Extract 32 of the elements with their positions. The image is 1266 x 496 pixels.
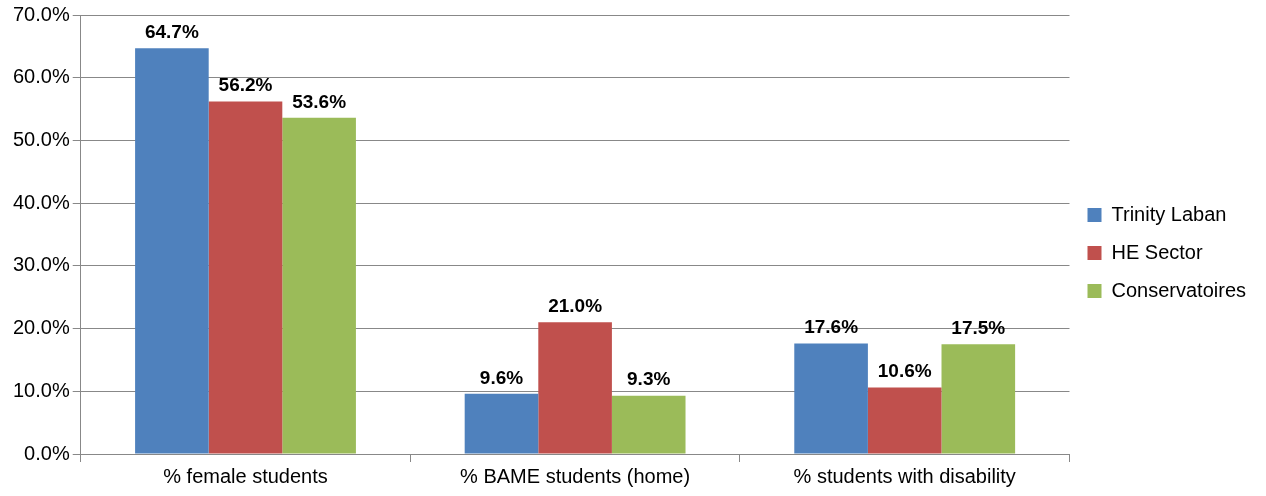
data-label: 53.6% bbox=[292, 90, 347, 112]
data-label: 10.6% bbox=[877, 360, 932, 382]
bar bbox=[794, 343, 868, 454]
data-label: 17.6% bbox=[804, 316, 859, 338]
bar bbox=[941, 344, 1016, 454]
bar bbox=[208, 101, 283, 454]
y-tick-label: 70.0% bbox=[12, 2, 70, 25]
bar bbox=[282, 117, 356, 454]
y-tick-label: 50.0% bbox=[12, 127, 70, 150]
legend-label: HE Sector bbox=[1111, 240, 1203, 263]
bar bbox=[464, 393, 539, 454]
y-tick-label: 60.0% bbox=[12, 65, 70, 88]
bar bbox=[611, 395, 686, 454]
y-tick-label: 20.0% bbox=[12, 316, 70, 339]
y-tick-label: 10.0% bbox=[12, 378, 70, 401]
y-tick-label: 30.0% bbox=[12, 253, 70, 276]
legend-label: Conservatoires bbox=[1111, 278, 1247, 301]
data-label: 9.3% bbox=[627, 368, 671, 390]
x-tick-label: % students with disability bbox=[793, 464, 1016, 487]
data-label: 17.5% bbox=[951, 316, 1006, 338]
data-label: 21.0% bbox=[548, 295, 603, 317]
bar bbox=[538, 322, 612, 454]
x-tick-label: % BAME students (home) bbox=[460, 464, 691, 487]
data-label: 64.7% bbox=[144, 20, 199, 42]
bar bbox=[867, 387, 942, 454]
y-tick-label: 40.0% bbox=[12, 190, 70, 213]
legend-label: Trinity Laban bbox=[1111, 202, 1227, 225]
bar bbox=[135, 48, 209, 454]
y-tick-label: 0.0% bbox=[24, 441, 70, 464]
x-tick-label: % female students bbox=[163, 464, 328, 487]
data-label: 56.2% bbox=[218, 74, 273, 96]
data-label: 9.6% bbox=[479, 366, 524, 388]
